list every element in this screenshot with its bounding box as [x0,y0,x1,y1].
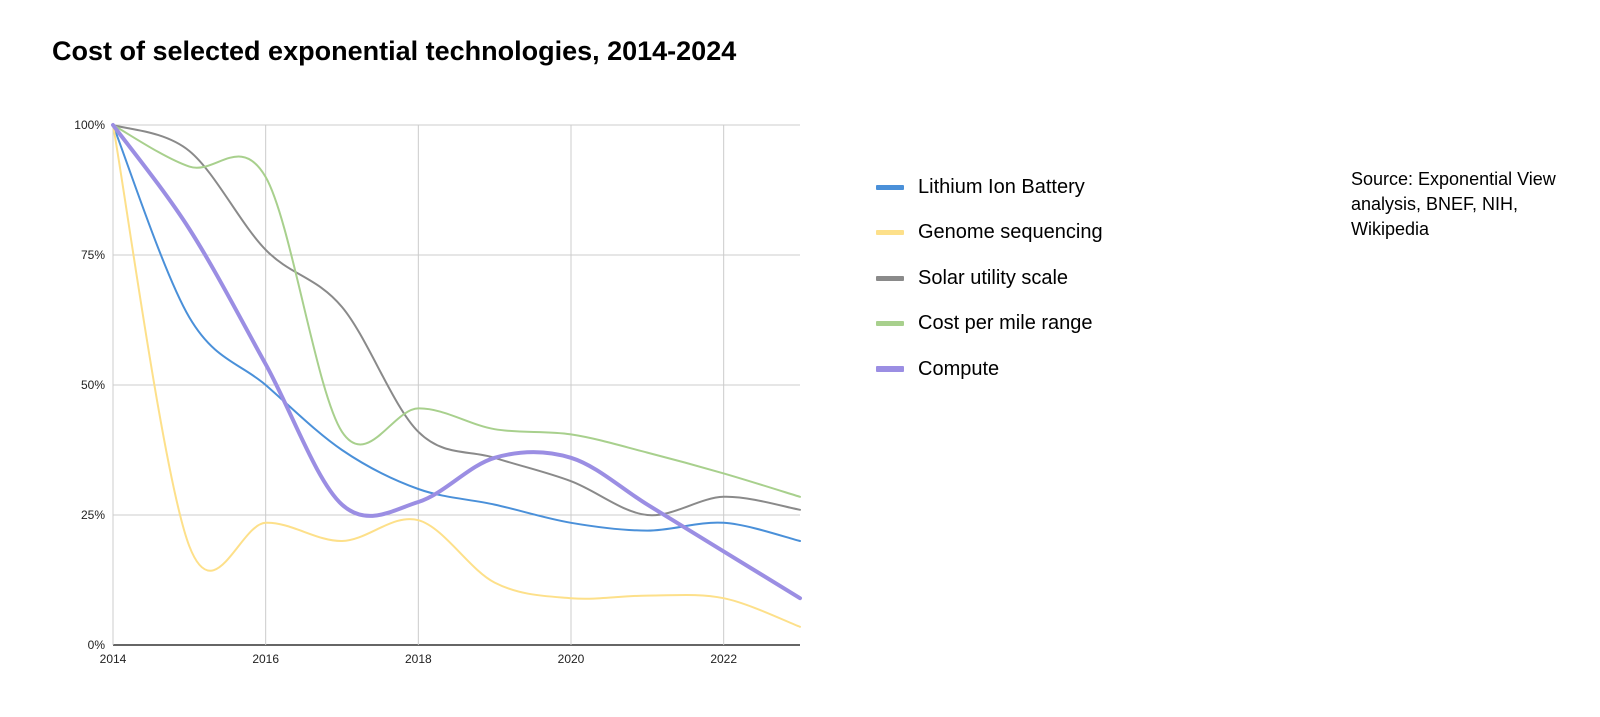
legend-item: Solar utility scale [876,263,1068,293]
series-line-solar-utility-scale [112,124,801,517]
x-tick-label: 2016 [252,652,279,666]
legend-item: Genome sequencing [876,218,1103,248]
y-tick-label: 25% [81,508,105,522]
chart-title: Cost of selected exponential technologie… [52,36,737,66]
axis-ticks: 0% 25% 50% 75% 100% 2014 2016 2018 2020 2022 [74,118,737,666]
grid [112,124,800,646]
legend-label: Lithium Ion Battery [918,175,1085,198]
y-tick-label: 50% [81,378,105,392]
source-annotation: Source: Exponential View analysis, BNEF,… [1351,169,1556,239]
legend-label: Genome sequencing [918,221,1103,243]
legend-swatch [876,275,904,281]
legend-label: Solar utility scale [918,266,1069,289]
legend-swatch [876,366,904,372]
legend-item: Compute [876,354,999,384]
y-tick-label: 100% [74,118,105,132]
x-tick-label: 2018 [405,652,432,666]
legend-swatch [876,321,904,326]
x-tick-label: 2022 [710,652,737,666]
series-line-compute [111,123,802,601]
series-line-lithium-ion-battery [112,124,801,542]
legend-item: Cost per mile range [876,309,1093,339]
legend-swatch [876,230,904,235]
legend-label: Cost per mile range [918,312,1093,334]
series-lines [111,123,802,628]
legend-swatch [876,184,904,190]
x-tick-label: 2014 [100,652,127,666]
y-tick-label: 75% [81,248,105,262]
series-line-cost-per-mile-range [112,124,801,498]
x-tick-label: 2020 [558,652,585,666]
legend-item: Lithium Ion Battery [876,172,1085,202]
legend-label: Compute [918,357,1000,380]
series-line-genome-sequencing [112,124,801,628]
y-tick-label: 0% [88,638,106,652]
